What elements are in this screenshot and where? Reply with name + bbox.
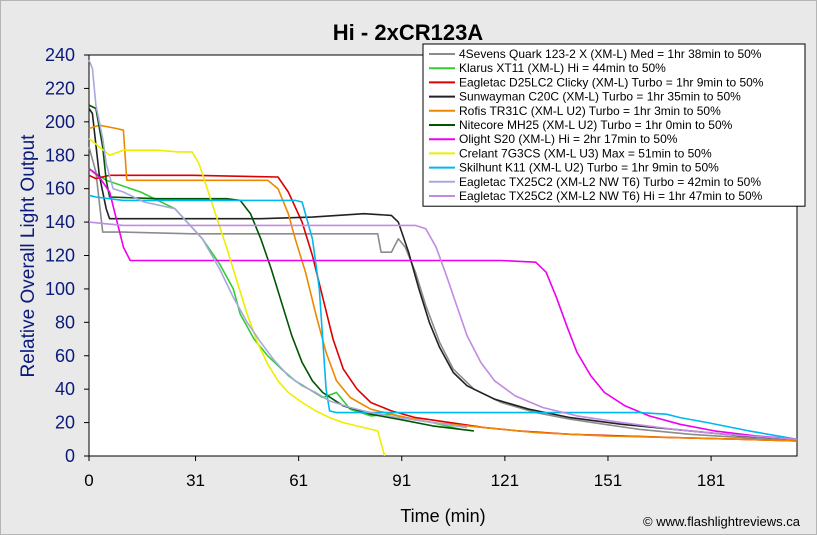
legend-entry: Eagletac TX25C2 (XM-L2 NW T6) Hi = 1hr 4… [459, 189, 763, 203]
legend-entry: Eagletac TX25C2 (XM-L2 NW T6) Turbo = 42… [459, 175, 761, 189]
y-axis-label: Relative Overall Light Output [18, 134, 39, 378]
series-line-6 [88, 104, 474, 432]
x-tick-label: 31 [186, 471, 205, 490]
series-line-5 [88, 124, 798, 442]
y-tick-label: 180 [45, 145, 75, 165]
legend-entry: Crelant 7G3CS (XM-L U3) Max = 51min to 5… [459, 146, 712, 160]
y-tick-label: 20 [55, 413, 75, 433]
legend-entry: Eagletac D25LC2 Clicky (XM-L) Turbo = 1h… [459, 75, 764, 89]
copyright-note: © www.flashlightreviews.ca [643, 514, 801, 529]
series-line-9 [88, 194, 798, 441]
legend-entry: 4Sevens Quark 123-2 X (XM-L) Med = 1hr 3… [459, 47, 762, 61]
y-tick-label: 60 [55, 346, 75, 366]
x-tick-label: 61 [289, 471, 308, 490]
series-line-1 [88, 146, 798, 442]
legend: 4Sevens Quark 123-2 X (XM-L) Med = 1hr 3… [422, 43, 806, 207]
legend-entry: Rofis TR31C (XM-L U2) Turbo = 1hr 3min t… [459, 104, 721, 118]
legend-entry: Sunwayman C20C (XM-L) Turbo = 1hr 35min … [459, 90, 741, 104]
chart-title: Hi - 2xCR123A [333, 20, 484, 45]
series-line-11 [88, 221, 798, 441]
legend-entry: Klarus XT11 (XM-L) Hi = 44min to 50% [459, 61, 666, 75]
y-tick-label: 120 [45, 246, 75, 266]
y-tick-label: 240 [45, 45, 75, 65]
x-tick-label: 91 [392, 471, 411, 490]
x-axis-label: Time (min) [400, 506, 485, 526]
series-line-8 [88, 137, 386, 457]
legend-entry: Skilhunt K11 (XM-L U2) Turbo = 1hr 9min … [459, 161, 719, 175]
legend-box [422, 43, 806, 207]
x-tick-label: 0 [84, 471, 93, 490]
y-tick-label: 160 [45, 179, 75, 199]
x-tick-label: 151 [594, 471, 622, 490]
series-line-4 [88, 108, 798, 441]
y-tick-label: 200 [45, 112, 75, 132]
legend-entry: Olight S20 (XM-L) Hi = 2hr 17min to 50% [459, 132, 678, 146]
y-tick-label: 40 [55, 379, 75, 399]
legend-entry: Nitecore MH25 (XM-L U2) Turbo = 1hr 0min… [459, 118, 733, 132]
y-tick-label: 220 [45, 78, 75, 98]
axes: 0 20 40 60 80 100 120 140 160 180 200 220 240 0 31 61 91… [45, 45, 725, 490]
y-tick-label: 80 [55, 312, 75, 332]
y-tick-label: 100 [45, 279, 75, 299]
y-tick-label: 140 [45, 212, 75, 232]
series-lines [88, 59, 798, 457]
y-tick-label: 0 [65, 446, 75, 466]
x-tick-label: 181 [697, 471, 725, 490]
x-tick-label: 121 [491, 471, 519, 490]
series-line-7 [88, 167, 798, 441]
series-line-10 [88, 59, 468, 429]
